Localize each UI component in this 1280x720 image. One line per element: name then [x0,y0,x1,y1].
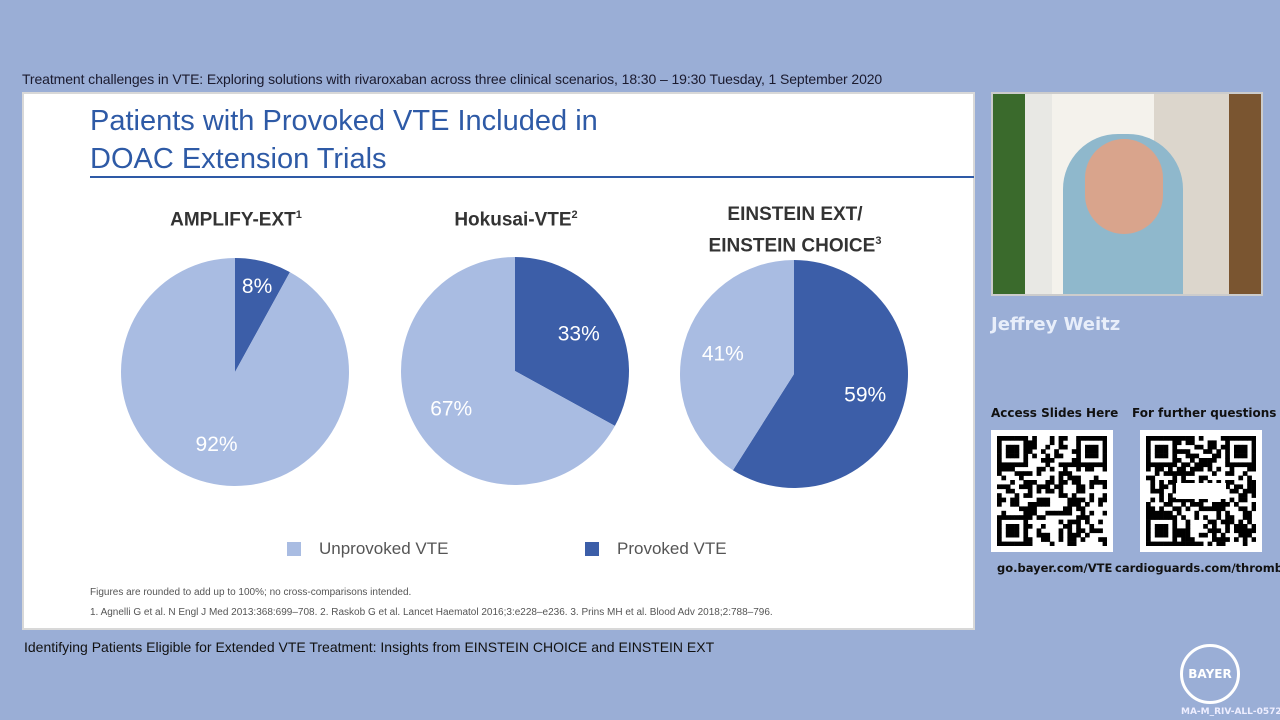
references: 1. Agnelli G et al. N Engl J Med 2013:36… [90,607,773,618]
pie-data-label: 33% [558,322,600,345]
pie-title-hokusai: Hokusai-VTE2 [454,209,578,231]
title-line-1: Patients with Provoked VTE Included in [90,105,598,137]
legend-swatch-unprovoked [287,542,301,556]
pie-slice-unprovoked [120,258,349,486]
speaker-video [991,92,1263,296]
pie-title-amplify: AMPLIFY-EXT1 [170,209,302,231]
title-divider [90,176,974,178]
qr-code-questions[interactable] [1140,430,1262,552]
talk-title: Identifying Patients Eligible for Extend… [24,639,715,655]
legend-provoked: Provoked VTE [585,539,727,559]
qr1-link[interactable]: go.bayer.com/VTE [997,561,1113,575]
pie-data-label: 8% [242,275,272,298]
pie-data-label: 67% [430,398,472,421]
qr2-link[interactable]: cardioguards.com/thrombosis [1115,561,1280,575]
slide: Patients with Provoked VTE Included in D… [22,92,975,630]
speaker-face [1085,139,1163,234]
pie-slice-unprovoked [400,257,615,485]
legend-swatch-provoked [585,542,599,556]
qr-code-slides[interactable] [991,430,1113,552]
bayer-logo-text: BAYER [1188,667,1232,681]
footnote: Figures are rounded to add up to 100%; n… [90,587,412,598]
document-code: MA-M_RIV-ALL-0572-1 [1181,707,1280,717]
title-line-2: DOAC Extension Trials [90,143,387,175]
pie-slice-provoked [732,260,908,488]
session-header: Treatment challenges in VTE: Exploring s… [22,71,883,87]
speaker-name: Jeffrey Weitz [991,314,1121,335]
pie-data-label: 59% [844,384,886,407]
pie-title-einstein: EINSTEIN EXT/EINSTEIN CHOICE3 [708,204,882,257]
slide-title: Patients with Provoked VTE Included in D… [90,102,598,178]
qr2-label: For further questions [1132,406,1277,420]
pie-slice-unprovoked [679,260,794,471]
qr1-label: Access Slides Here [991,406,1119,420]
pie-data-label: 41% [702,342,744,365]
bayer-logo: BAYER [1180,644,1240,704]
pie-data-label: 92% [196,433,238,456]
legend-unprovoked: Unprovoked VTE [287,539,448,559]
pie-slice-provoked [235,258,290,372]
pie-charts: 8% 92% 33% 67% 59% 41% [120,257,908,488]
pie-slice-provoked [515,257,630,426]
